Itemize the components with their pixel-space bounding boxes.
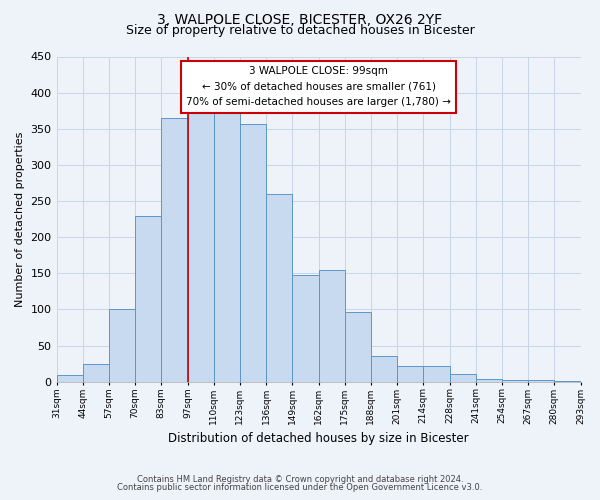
Bar [449,374,476,382]
Bar [135,216,161,382]
Bar [83,364,109,382]
Text: Contains public sector information licensed under the Open Government Licence v3: Contains public sector information licen… [118,484,482,492]
Text: Contains HM Land Registry data © Crown copyright and database right 2024.: Contains HM Land Registry data © Crown c… [137,475,463,484]
Bar [345,312,371,382]
Bar [56,374,83,382]
Bar [502,380,528,382]
Bar [397,366,424,382]
Bar [266,194,292,382]
Bar [554,381,580,382]
Bar [476,379,502,382]
Text: 3 WALPOLE CLOSE: 99sqm
← 30% of detached houses are smaller (761)
70% of semi-de: 3 WALPOLE CLOSE: 99sqm ← 30% of detached… [186,66,451,108]
Text: 3, WALPOLE CLOSE, BICESTER, OX26 2YF: 3, WALPOLE CLOSE, BICESTER, OX26 2YF [157,12,443,26]
Bar [528,380,554,382]
Bar [214,110,240,382]
Bar [161,118,188,382]
X-axis label: Distribution of detached houses by size in Bicester: Distribution of detached houses by size … [168,432,469,445]
Bar [424,366,449,382]
Bar [319,270,345,382]
Bar [292,275,319,382]
Text: Size of property relative to detached houses in Bicester: Size of property relative to detached ho… [125,24,475,37]
Bar [188,110,214,382]
Bar [371,356,397,382]
Y-axis label: Number of detached properties: Number of detached properties [15,132,25,307]
Bar [109,310,135,382]
Bar [240,124,266,382]
